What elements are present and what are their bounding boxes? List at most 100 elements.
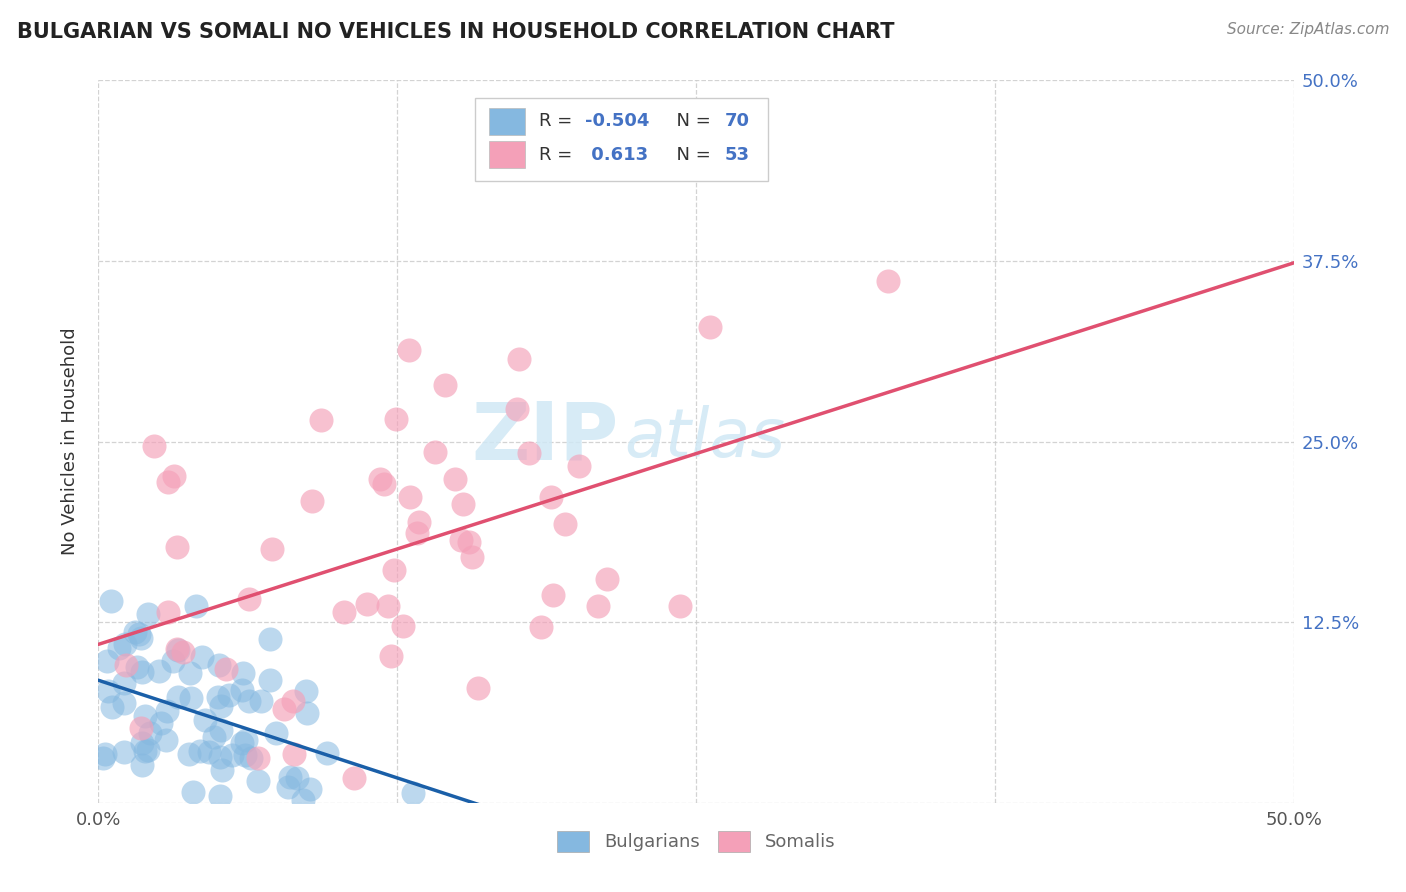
Point [231,683,253,698]
Point [181,784,204,798]
Point [277,780,299,794]
Point [699,320,721,334]
Point [156,704,179,718]
Point [139,726,162,740]
Point [156,475,179,489]
Point [283,693,305,707]
Text: N =: N = [665,145,717,164]
Point [530,620,553,634]
Point [94,747,117,761]
Point [541,588,564,602]
Point [433,377,456,392]
Point [297,706,319,720]
Point [457,535,479,549]
Point [180,691,202,706]
Point [259,632,281,646]
Point [207,658,229,673]
Point [150,716,173,731]
Point [211,763,233,777]
Point [188,744,211,758]
Point [235,732,257,747]
Point [208,789,231,804]
Point [333,605,356,619]
Point [554,516,576,531]
Point [166,540,188,554]
Text: atlas: atlas [624,405,786,471]
Point [343,771,366,785]
Point [450,533,472,547]
Point [96,654,118,668]
Point [295,684,318,698]
Point [425,445,447,459]
Point [215,662,238,676]
Point [231,735,253,749]
Point [285,772,308,786]
Point [238,592,260,607]
Point [406,525,429,540]
Point [508,351,530,366]
Text: N =: N = [665,112,717,130]
Point [157,605,180,619]
Point [298,782,321,797]
Point [127,660,149,674]
Point [467,681,489,695]
Point [115,658,138,673]
Point [377,599,399,614]
FancyBboxPatch shape [489,108,524,136]
Point [443,472,465,486]
Point [167,643,190,657]
Point [179,666,201,681]
Text: 0.613: 0.613 [585,145,648,164]
Point [382,563,405,577]
Point [155,732,177,747]
Text: BULGARIAN VS SOMALI NO VEHICLES IN HOUSEHOLD CORRELATION CHART: BULGARIAN VS SOMALI NO VEHICLES IN HOUSE… [17,22,894,42]
Point [278,770,301,784]
Point [568,458,591,473]
Point [112,676,135,690]
Point [129,631,152,645]
Point [595,572,617,586]
Point [112,696,135,710]
Point [669,599,692,613]
Point [240,750,263,764]
Text: R =: R = [540,145,578,164]
Point [264,725,287,739]
Text: Source: ZipAtlas.com: Source: ZipAtlas.com [1226,22,1389,37]
Point [134,744,156,758]
Point [136,743,159,757]
Point [172,645,194,659]
Point [100,700,122,714]
Point [131,736,153,750]
Point [399,491,422,505]
Point [124,625,146,640]
Point [166,690,188,705]
Point [451,497,474,511]
Point [209,699,232,714]
Point [129,721,152,735]
Point [128,626,150,640]
Point [384,412,406,426]
Point [100,593,122,607]
Point [108,640,131,655]
Point [586,599,609,613]
FancyBboxPatch shape [489,141,524,169]
Point [134,709,156,723]
Point [246,774,269,789]
Point [517,446,540,460]
Point [163,469,186,483]
Point [162,654,184,668]
FancyBboxPatch shape [475,98,768,181]
Point [877,274,900,288]
Point [186,599,208,614]
Point [461,550,484,565]
Text: R =: R = [540,112,578,130]
Point [208,750,231,764]
Point [143,439,166,453]
Y-axis label: No Vehicles in Household: No Vehicles in Household [60,327,79,556]
Point [398,343,420,358]
Point [148,665,170,679]
Point [315,746,337,760]
Point [259,673,281,687]
Legend: Bulgarians, Somalis: Bulgarians, Somalis [550,823,842,859]
Point [408,515,430,529]
